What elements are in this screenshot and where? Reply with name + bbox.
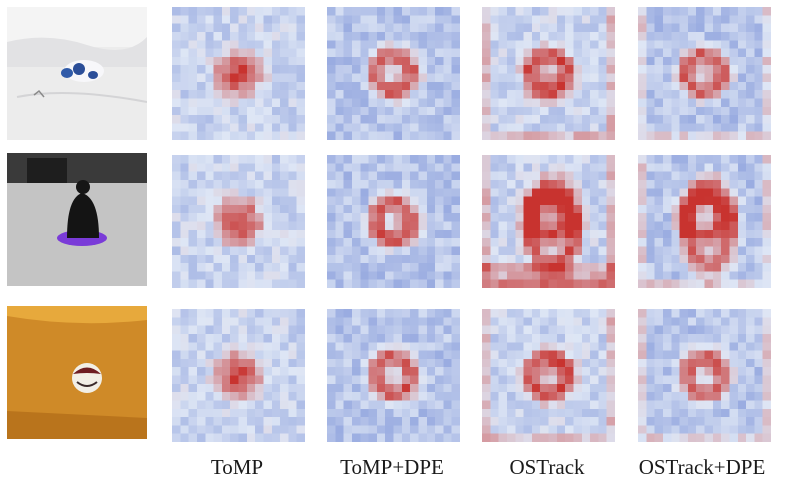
heatmap-ostrack-dpe-row-1 (638, 7, 771, 140)
heatmap-ostrack-row-1 (482, 7, 615, 140)
heatmap-tomp-row-3 (172, 309, 305, 442)
photo-row-3 (7, 306, 147, 439)
heatmap-ostrack-row-2 (482, 155, 615, 288)
column-label-ostrack-dpe: OSTrack+DPE (638, 455, 766, 479)
column-label-ostrack: OSTrack (509, 455, 585, 479)
photo-row-2 (7, 153, 147, 286)
heatmap-tomp-dpe-row-1 (327, 7, 460, 140)
column-label-tomp: ToMP (210, 455, 264, 479)
heatmap-ostrack-row-3 (482, 309, 615, 442)
column-label-tomp-dpe: ToMP+DPE (340, 455, 444, 479)
photo-row-1 (7, 7, 147, 140)
heatmap-tomp-dpe-row-3 (327, 309, 460, 442)
heatmap-tomp-dpe-row-2 (327, 155, 460, 288)
heatmap-ostrack-dpe-row-2 (638, 155, 771, 288)
heatmap-tomp-row-2 (172, 155, 305, 288)
heatmap-ostrack-dpe-row-3 (638, 309, 771, 442)
heatmap-tomp-row-1 (172, 7, 305, 140)
